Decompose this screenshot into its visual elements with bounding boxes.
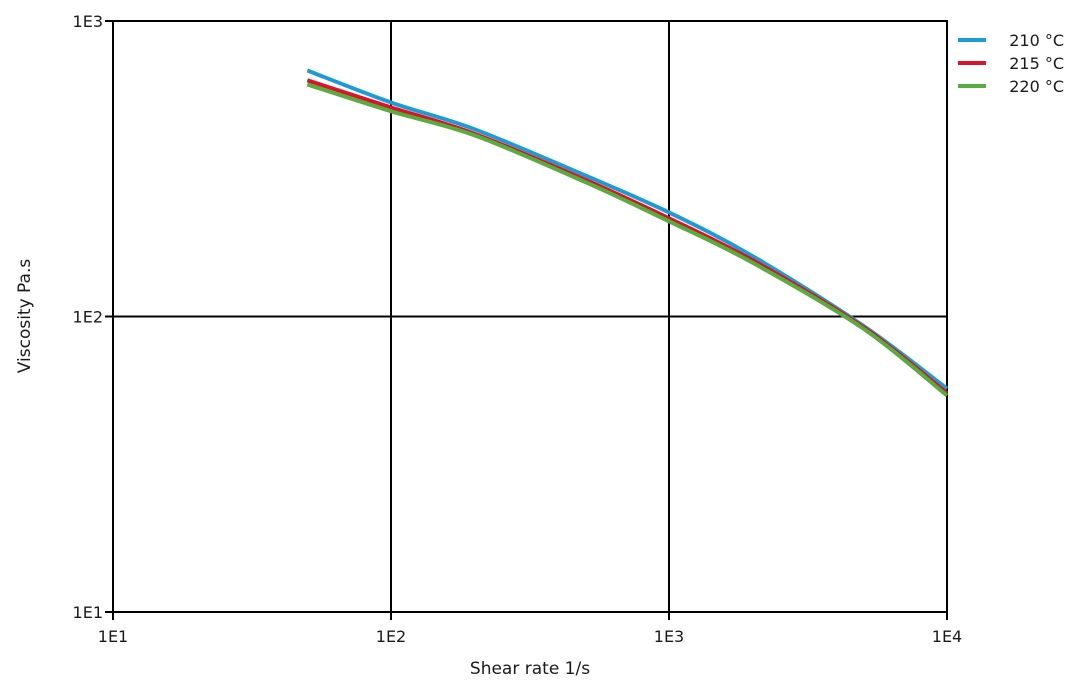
y-tick-label: 1E1 (73, 603, 103, 622)
y-axis-title: Viscosity Pa.s (15, 259, 35, 374)
axis-layer: 1E1 1E2 1E3 1E4 1E1 1E2 1E3 (73, 12, 963, 646)
y-tick-label: 1E2 (73, 308, 103, 327)
legend-label: 215 °C (1009, 54, 1064, 73)
y-tick-label: 1E3 (73, 12, 103, 31)
x-tick-label: 1E1 (98, 627, 128, 646)
grid-layer (112, 20, 948, 613)
x-tick-label: 1E2 (376, 627, 406, 646)
x-axis-title: Shear rate 1/s (470, 659, 590, 679)
series-line-3 (306, 82, 949, 398)
series-line-2 (306, 78, 949, 395)
x-tick-label: 1E3 (654, 627, 684, 646)
x-tick-label: 1E4 (932, 627, 962, 646)
series-layer (306, 68, 949, 398)
legend-label: 220 °C (1009, 77, 1064, 96)
legend-label: 210 °C (1009, 31, 1064, 50)
legend: 210 °C 215 °C 220 °C (958, 31, 1064, 96)
series-line-1 (306, 68, 949, 391)
